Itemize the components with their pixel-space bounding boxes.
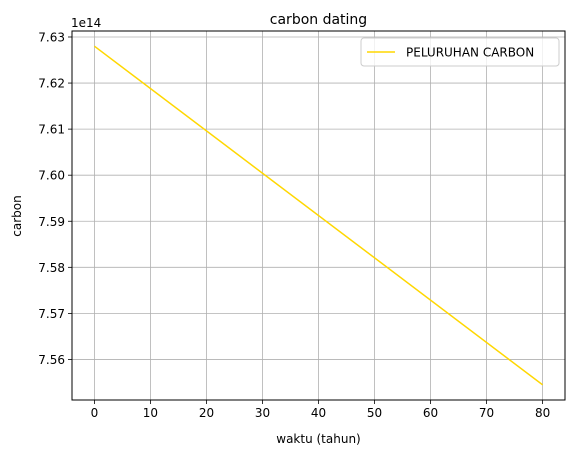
x-tick-label: 70 (479, 406, 494, 420)
y-tick-label: 7.60 (38, 169, 65, 183)
y-tick-label: 7.63 (38, 30, 65, 44)
y-tick-label: 7.61 (38, 123, 65, 137)
y-tick-label: 7.59 (38, 215, 65, 229)
grid-layer (72, 31, 565, 400)
series-line-0 (93, 45, 544, 386)
y-axis-offset-text: 1e14 (71, 16, 101, 30)
y-tick-label: 7.58 (38, 261, 65, 275)
y-tick-label: 7.56 (38, 353, 65, 367)
x-tick-label: 30 (255, 406, 270, 420)
chart-title: carbon dating (270, 12, 367, 28)
x-tick-label: 0 (91, 406, 99, 420)
x-tick-label: 80 (535, 406, 550, 420)
y-tick-label: 7.57 (38, 307, 65, 321)
x-tick-label: 10 (143, 406, 158, 420)
legend: PELURUHAN CARBON (360, 37, 560, 67)
y-tick-label: 7.62 (38, 77, 65, 91)
y-axis-label: carbon (10, 195, 24, 236)
legend-label: PELURUHAN CARBON (406, 46, 534, 60)
x-tick-label: 20 (199, 406, 214, 420)
x-tick-label: 60 (423, 406, 438, 420)
x-tick-label: 50 (367, 406, 382, 420)
series-layer (93, 45, 544, 386)
legend-box (360, 37, 560, 67)
x-axis-label: waktu (tahun) (276, 432, 360, 446)
x-tick-label: 40 (311, 406, 326, 420)
tick-layer: 0 10 20 30 40 50 60 70 80 7.56 7.57 7.58 7.59 7.60 7.6… (38, 30, 550, 420)
